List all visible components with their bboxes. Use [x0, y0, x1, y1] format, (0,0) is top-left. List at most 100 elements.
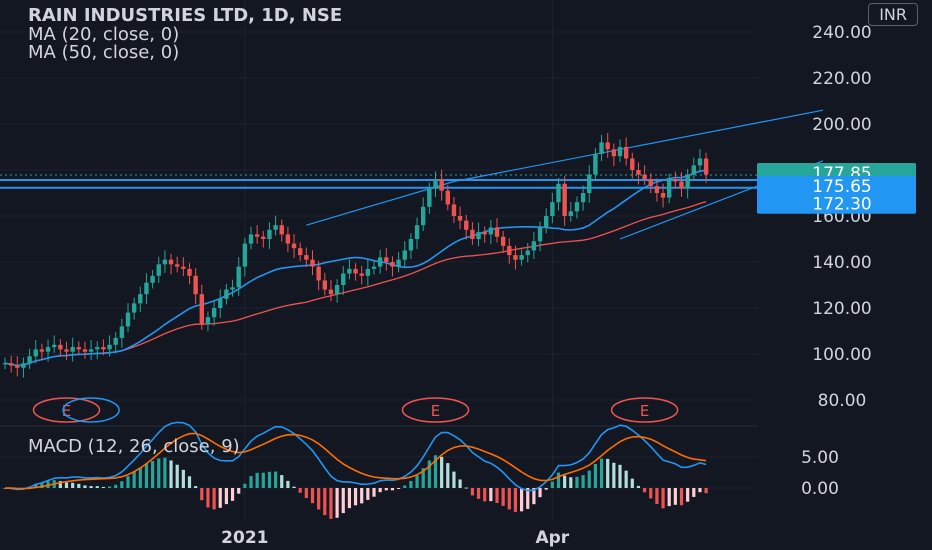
candle-body	[574, 202, 580, 212]
macd-histogram-bar	[655, 488, 659, 504]
price-tick-label: 200.00	[812, 115, 871, 135]
macd-histogram-bar	[581, 475, 585, 488]
macd-histogram-bar	[267, 471, 272, 488]
price-tick-label: 140.00	[812, 253, 871, 273]
price-tag-label: 175.65	[812, 177, 871, 197]
macd-histogram-bar	[89, 486, 93, 488]
signal-line	[4, 432, 707, 490]
candle-body	[45, 347, 51, 352]
candle-body	[125, 312, 131, 327]
macd-histogram-bar	[132, 471, 136, 488]
macd-histogram-bar	[243, 483, 247, 488]
candle-body	[550, 202, 555, 216]
macd-histogram-bar	[446, 463, 450, 488]
macd-histogram-bar	[212, 488, 216, 510]
candle-body	[679, 181, 684, 189]
macd-histogram-bar	[643, 488, 647, 493]
macd-histogram-bar	[550, 481, 554, 488]
candle-body	[162, 259, 168, 265]
macd-histogram-bar	[556, 472, 561, 488]
time-tick-label: 2021	[221, 528, 268, 548]
candle-body	[101, 347, 106, 350]
candle-body	[254, 234, 260, 237]
macd-histogram-bar	[526, 488, 530, 509]
candle-body	[58, 344, 63, 350]
candle-body	[138, 294, 143, 304]
candle-body	[507, 245, 512, 256]
macd-histogram-bar	[353, 488, 358, 506]
candle-body	[187, 268, 192, 276]
price-tick-label: 120.00	[812, 299, 871, 319]
macd-histogram-bar	[187, 476, 192, 488]
horizontal-levels[interactable]	[0, 174, 758, 189]
candle-body	[131, 303, 137, 313]
candle-body	[673, 179, 678, 182]
macd-histogram-bar	[421, 468, 425, 488]
currency-button[interactable]: INR	[868, 3, 918, 26]
candle-body	[261, 236, 266, 239]
chart-title: RAIN INDUSTRIES LTD, 1D, NSE	[28, 5, 343, 26]
candle-body	[617, 147, 623, 157]
macd-histogram-bar	[40, 482, 44, 488]
candle-body	[476, 232, 481, 239]
candle-body	[365, 268, 371, 276]
time-axis[interactable]: 2021 Apr	[221, 528, 570, 548]
price-tag-label: 172.30	[812, 195, 871, 215]
candle-body	[119, 326, 125, 338]
candle-body	[623, 147, 629, 159]
candle-body	[15, 365, 20, 368]
macd-histogram-bar	[120, 481, 124, 488]
candle-body	[33, 349, 38, 357]
ma50-legend[interactable]: MA (50, close, 0)	[28, 42, 180, 63]
candle-body	[667, 179, 672, 198]
candle-body	[556, 183, 561, 203]
candle-body	[2, 363, 8, 365]
macd-histogram-bar	[175, 464, 179, 488]
candle-body	[95, 347, 100, 350]
macd-tick-label: 5.00	[801, 448, 839, 468]
macd-histogram-bar	[261, 472, 265, 488]
macd-legend[interactable]: MACD (12, 26, close, 9)	[28, 436, 240, 457]
candle-body	[525, 250, 530, 256]
candle-body	[218, 298, 223, 308]
macd-histogram-bar	[58, 481, 62, 488]
macd-histogram-bar	[612, 462, 616, 488]
macd-histogram-bar	[409, 480, 413, 488]
candle-body	[544, 216, 549, 228]
candle-body	[279, 225, 284, 235]
price-axis[interactable]: 240.00220.00200.00180.00160.00140.00120.…	[812, 23, 871, 411]
macd-histogram-bar	[587, 470, 591, 488]
candle-body	[457, 216, 463, 221]
macd-histogram-bar	[704, 488, 708, 494]
candle-body	[76, 347, 81, 350]
earnings-marker	[401, 397, 470, 423]
macd-histogram-bar	[390, 488, 395, 491]
ma20-legend[interactable]: MA (20, close, 0)	[28, 24, 180, 45]
candle-body	[304, 255, 309, 260]
macd-histogram-bar	[440, 456, 444, 488]
candle-body	[359, 273, 364, 276]
candle-body	[113, 337, 118, 345]
candle-body	[168, 259, 174, 265]
macd-histogram-bar	[157, 458, 161, 488]
candle-body	[328, 289, 334, 295]
macd-histogram-bar	[95, 486, 99, 488]
candle-body	[697, 158, 703, 166]
candle-body	[451, 204, 457, 216]
candle-body	[390, 262, 395, 267]
macd-histogram-bar	[230, 488, 235, 501]
price-tick-label: 100.00	[812, 345, 871, 365]
macd-histogram-bar	[126, 476, 130, 488]
macd-histogram-bar	[323, 488, 327, 516]
macd-histogram-bar	[452, 471, 456, 488]
macd-histogram-bar	[335, 488, 339, 518]
macd-histogram-bar	[667, 488, 671, 507]
macd-histogram-bar	[255, 472, 259, 488]
candle-body	[316, 266, 321, 281]
candle-body	[500, 236, 506, 246]
macd-tick-label: 0.00	[801, 479, 839, 499]
macd-histogram-bar	[329, 488, 333, 519]
candle-body	[482, 232, 487, 235]
